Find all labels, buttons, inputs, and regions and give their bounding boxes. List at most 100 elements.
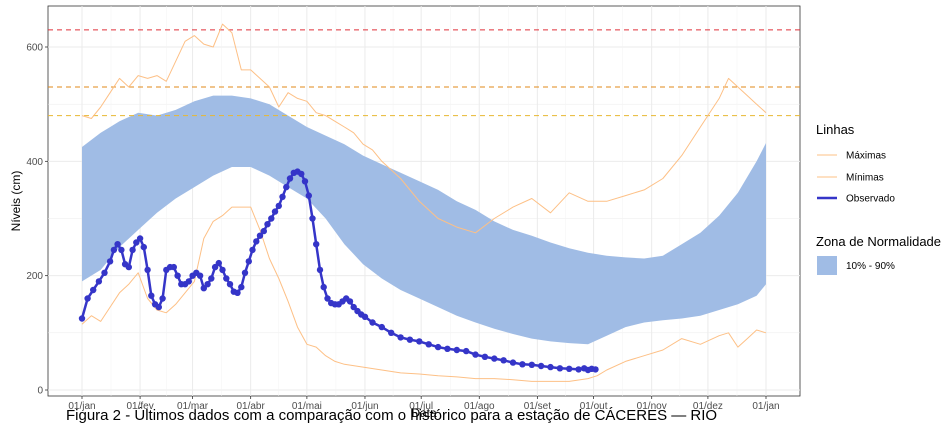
x-tick-label: 01/mai — [292, 401, 322, 412]
y-tick-label: 200 — [26, 271, 43, 282]
x-tick-label: 01/dez — [693, 401, 723, 412]
observado-point — [320, 283, 327, 291]
legend-title-zona: Zona de Normalidade — [816, 234, 941, 249]
observado-point — [271, 208, 279, 215]
x-tick-label: 01/jun — [351, 401, 378, 412]
observado-point — [78, 315, 86, 322]
legend-item-band-key — [817, 256, 837, 275]
x-tick-label: 01/mar — [177, 401, 209, 412]
observado-point — [388, 329, 395, 336]
observado-point — [481, 353, 489, 360]
observado-point — [170, 263, 177, 271]
observado-point — [264, 221, 271, 228]
legend-item-observado-label: Observado — [846, 194, 895, 205]
y-tick-label: 0 — [37, 386, 43, 397]
y-tick-label: 600 — [26, 43, 43, 54]
y-axis-ticks: 0 200 400 600 — [26, 43, 48, 397]
observado-point — [155, 303, 162, 311]
observado-point — [378, 323, 385, 331]
observado-point — [397, 334, 404, 341]
observado-point — [463, 347, 470, 355]
observado-point — [114, 241, 121, 248]
observado-point — [500, 357, 507, 364]
observado-point — [260, 227, 267, 235]
observado-point — [196, 272, 204, 279]
observado-point — [528, 361, 535, 368]
observado-point — [204, 281, 211, 288]
observado-point — [519, 361, 526, 368]
observado-point — [346, 298, 354, 305]
observado-point — [350, 303, 357, 311]
observado-point — [256, 232, 264, 239]
observado-point — [361, 313, 369, 320]
observado-point — [575, 366, 582, 373]
observed-points — [78, 168, 599, 374]
observado-point — [95, 278, 103, 285]
observado-point — [101, 269, 108, 276]
observado-point — [305, 192, 312, 199]
observado-point — [324, 295, 331, 302]
x-tick-label: 01/out — [580, 401, 608, 412]
observado-point — [472, 351, 479, 358]
minimas-line — [81, 206, 767, 382]
observado-point — [566, 365, 573, 372]
legend-title-linhas: Linhas — [816, 122, 855, 137]
legend-item-minimas-label: Mínimas — [846, 173, 884, 184]
x-tick-label: 01/jan — [752, 401, 779, 412]
observado-point — [444, 345, 451, 352]
observado-point — [369, 319, 376, 326]
x-tick-label: 01/set — [524, 401, 551, 412]
observado-point — [174, 272, 181, 279]
observado-point — [110, 246, 118, 254]
observado-point — [434, 343, 442, 351]
observado-point — [148, 292, 155, 299]
observado-point — [159, 295, 166, 302]
observado-point — [592, 366, 599, 373]
observado-point — [537, 362, 545, 370]
observado-point — [219, 266, 226, 274]
observado-point — [223, 275, 230, 282]
x-tick-label: 01/ago — [464, 401, 495, 412]
observado-point — [253, 238, 260, 245]
legend-item-band-label: 10% - 90% — [846, 261, 895, 272]
observado-point — [140, 243, 147, 251]
observado-point — [185, 278, 192, 285]
observado-point — [245, 258, 252, 265]
maximas-line — [81, 23, 767, 234]
legend-item-maximas-label: Máximas — [846, 151, 886, 162]
x-tick-label: 01/abr — [236, 401, 265, 412]
observado-point — [144, 266, 151, 274]
observado-point — [313, 241, 320, 248]
legend: Linhas Máximas Mínimas Observado Zona de Nor… — [816, 122, 941, 275]
observado-point — [129, 246, 136, 254]
observado-point — [301, 178, 309, 185]
observado-point — [84, 295, 91, 302]
observado-point — [453, 346, 460, 354]
x-tick-label: 01/jul — [409, 401, 433, 412]
observado-point — [249, 246, 256, 254]
observado-point — [136, 235, 144, 242]
observado-point — [509, 359, 517, 366]
observado-point — [133, 239, 140, 246]
observado-point — [118, 246, 125, 254]
observado-point — [416, 338, 423, 345]
x-tick-label: 01/nov — [637, 401, 667, 412]
observado-point — [241, 269, 249, 276]
observado-point — [200, 285, 207, 292]
observado-point — [234, 289, 241, 296]
observado-point — [309, 215, 316, 222]
observado-point — [226, 281, 234, 288]
observado-point — [406, 336, 414, 343]
observado-point — [556, 365, 564, 372]
x-axis-ticks: 01/jan 01/fev 01/mar 01/abr 01/mai 01/jun 01/j… — [68, 396, 780, 412]
observado-point — [125, 263, 132, 271]
observado-point — [491, 355, 498, 362]
observado-point — [547, 363, 554, 371]
y-tick-label: 400 — [26, 157, 43, 168]
observado-point — [268, 215, 275, 222]
observado-point — [298, 170, 305, 178]
observado-point — [238, 283, 245, 291]
observado-point — [286, 175, 294, 182]
observado-point — [208, 275, 215, 282]
